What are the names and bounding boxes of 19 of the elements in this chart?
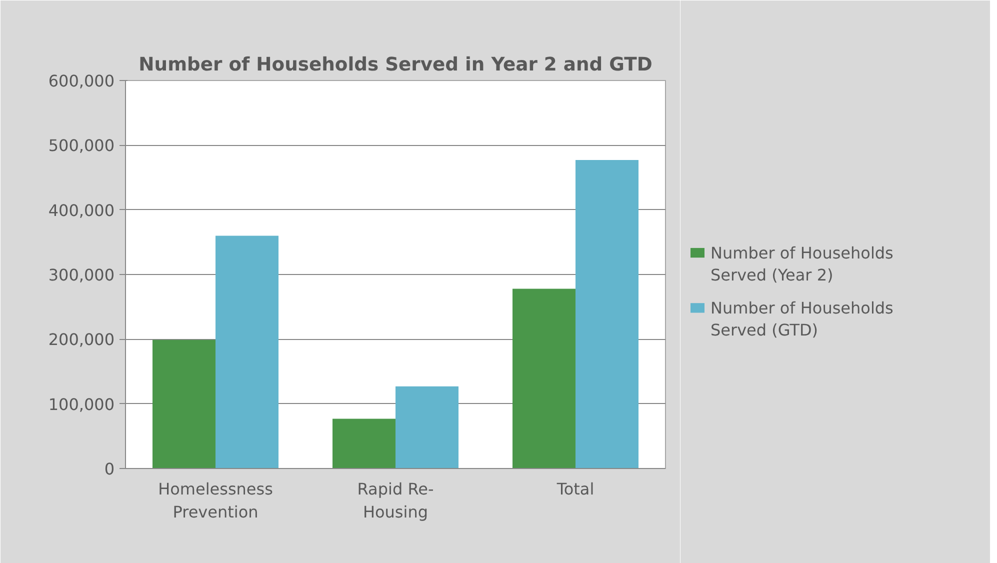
bar bbox=[332, 418, 396, 468]
y-tick-label: 500,000 bbox=[48, 136, 115, 156]
bar bbox=[216, 236, 278, 468]
chart-title: Number of Households Served in Year 2 and GTD bbox=[138, 54, 652, 76]
y-tick-label: 100,000 bbox=[48, 394, 115, 414]
y-tick-label: 200,000 bbox=[48, 330, 115, 350]
bar bbox=[576, 160, 638, 468]
y-tick-label: 0 bbox=[104, 460, 115, 478]
legend-label: Number of Households Served (GTD) bbox=[710, 298, 894, 340]
bar bbox=[512, 288, 576, 468]
y-tick-label: 400,000 bbox=[48, 200, 115, 220]
x-tick-label: Homelessness Prevention bbox=[158, 480, 273, 522]
legend-label: Number of Households Served (Year 2) bbox=[710, 243, 894, 284]
bar bbox=[396, 386, 458, 468]
y-tick-label: 600,000 bbox=[48, 72, 115, 90]
x-tick-label: Rapid Re-Housing bbox=[357, 480, 434, 522]
x-tick-label: Total bbox=[556, 480, 594, 498]
y-tick-label: 300,000 bbox=[48, 266, 115, 284]
bar bbox=[152, 340, 216, 468]
